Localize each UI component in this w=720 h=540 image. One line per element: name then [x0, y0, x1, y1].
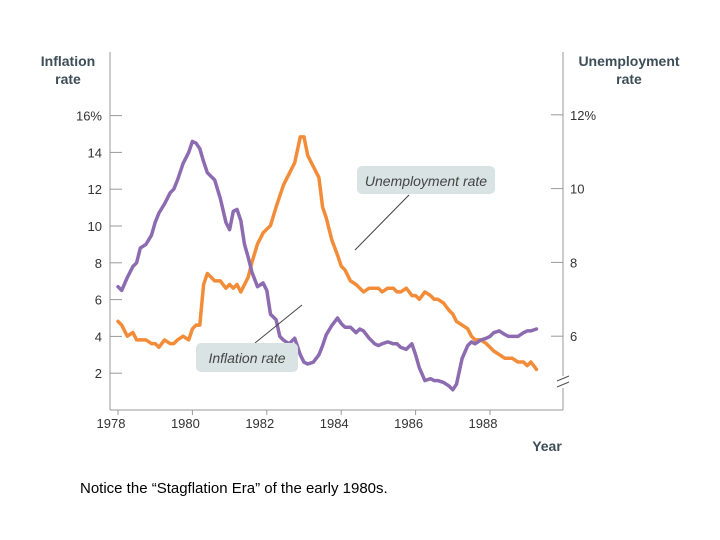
left-tick-label: 2: [95, 366, 102, 381]
caption: Notice the “Stagflation Era” of the earl…: [80, 480, 388, 497]
left-tick-label: 12: [88, 182, 102, 197]
right-tick-label: 10: [570, 182, 584, 197]
left-axis-ticks: 2 4 6 8 10 12 14 16%: [76, 109, 122, 381]
left-tick-label: 14: [88, 145, 102, 160]
left-tick-label: 10: [88, 219, 102, 234]
left-axis-title-line2: rate: [55, 71, 81, 87]
x-tick-label: 1978: [97, 416, 126, 431]
inflation-callout-label: Inflation rate: [208, 350, 285, 366]
unemployment-callout-leader: [354, 194, 410, 251]
unemployment-callout-label: Unemployment rate: [365, 173, 487, 189]
x-tick-label: 1984: [320, 416, 349, 431]
right-axis-break-icon: [556, 375, 570, 388]
x-axis-ticks: 1978 1980 1982 1984 1986 1988: [97, 410, 498, 431]
left-tick-label: 4: [95, 329, 102, 344]
right-axis-title-line1: Unemployment: [578, 53, 679, 69]
right-tick-label: 6: [570, 329, 577, 344]
inflation-callout-leader: [254, 304, 303, 344]
x-axis-title: Year: [532, 438, 562, 454]
right-axis-ticks: 6 8 10 12%: [551, 108, 596, 344]
x-tick-label: 1980: [171, 416, 200, 431]
inflation-rate-line: [116, 139, 539, 392]
left-tick-label: 6: [95, 293, 102, 308]
unemployment-rate-line: [116, 135, 539, 372]
right-tick-label: 8: [570, 255, 577, 270]
left-tick-label: 16%: [76, 109, 102, 124]
left-tick-label: 8: [95, 256, 102, 271]
right-axis-title-line2: rate: [616, 71, 642, 87]
inflation-callout: Inflation rate: [196, 304, 303, 372]
unemployment-callout-box: [357, 166, 495, 194]
series-layer: [116, 135, 539, 392]
left-axis-title-line1: Inflation: [41, 53, 95, 69]
unemployment-callout: Unemployment rate: [354, 166, 495, 251]
x-tick-label: 1982: [245, 416, 274, 431]
x-tick-label: 1986: [394, 416, 423, 431]
inflation-callout-box: [196, 343, 298, 372]
x-tick-label: 1988: [469, 416, 498, 431]
right-tick-label: 12%: [570, 108, 596, 123]
